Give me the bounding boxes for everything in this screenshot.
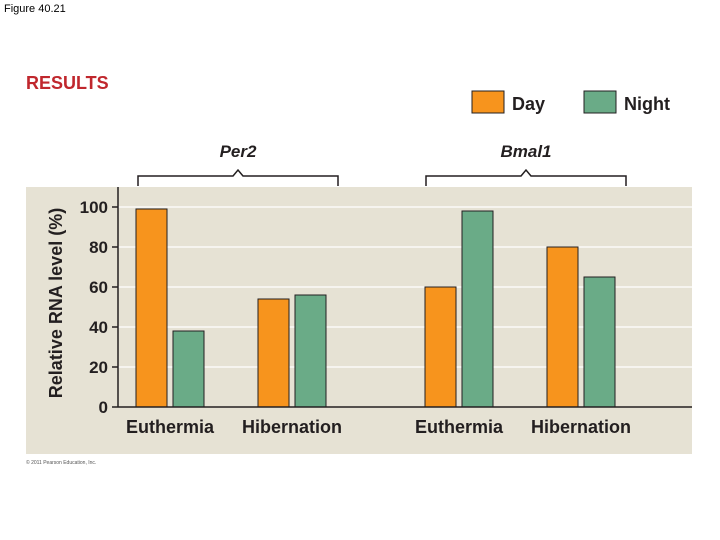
y-axis-ticks: 0 20 40 60 80 100 (80, 198, 118, 417)
y-tick-label-20: 20 (89, 358, 108, 377)
x-label-euthermia-2: Euthermia (415, 417, 504, 437)
bracket-per2 (137, 168, 339, 186)
legend: Day Night (471, 90, 670, 114)
y-tick-label-100: 100 (80, 198, 108, 217)
bar-day-0 (135, 208, 168, 408)
bars (135, 208, 616, 408)
gene-group-per2: Per2 (137, 142, 339, 186)
bar-night-0 (172, 330, 205, 408)
x-label-hibernation-1: Hibernation (242, 417, 342, 437)
x-label-hibernation-3: Hibernation (531, 417, 631, 437)
bar-night-3 (583, 276, 616, 408)
bar-day-2 (424, 286, 457, 408)
gene-label-per2: Per2 (220, 142, 257, 161)
x-axis-labels: Euthermia Hibernation Euthermia Hibernation (126, 417, 631, 437)
copyright: © 2011 Pearson Education, Inc. (26, 459, 96, 466)
legend-swatch-night (583, 90, 617, 114)
figure-label: Figure 40.21 (4, 3, 66, 15)
y-tick-label-60: 60 (89, 278, 108, 297)
bar-night-2 (461, 210, 494, 408)
y-tick-label-80: 80 (89, 238, 108, 257)
y-tick-label-0: 0 (99, 398, 108, 417)
gene-label-bmal1: Bmal1 (500, 142, 551, 161)
y-tick-label-40: 40 (89, 318, 108, 337)
x-label-euthermia-0: Euthermia (126, 417, 215, 437)
y-axis-label: Relative RNA level (%) (46, 208, 66, 398)
bar-night-1 (294, 294, 327, 408)
bracket-bmal1 (425, 168, 627, 186)
bar-day-3 (546, 246, 579, 408)
legend-swatch-day (471, 90, 505, 114)
chart-title: RESULTS (26, 73, 109, 93)
legend-label-night: Night (624, 94, 670, 114)
legend-label-day: Day (512, 94, 545, 114)
bar-day-1 (257, 298, 290, 408)
gene-group-bmal1: Bmal1 (425, 142, 627, 186)
